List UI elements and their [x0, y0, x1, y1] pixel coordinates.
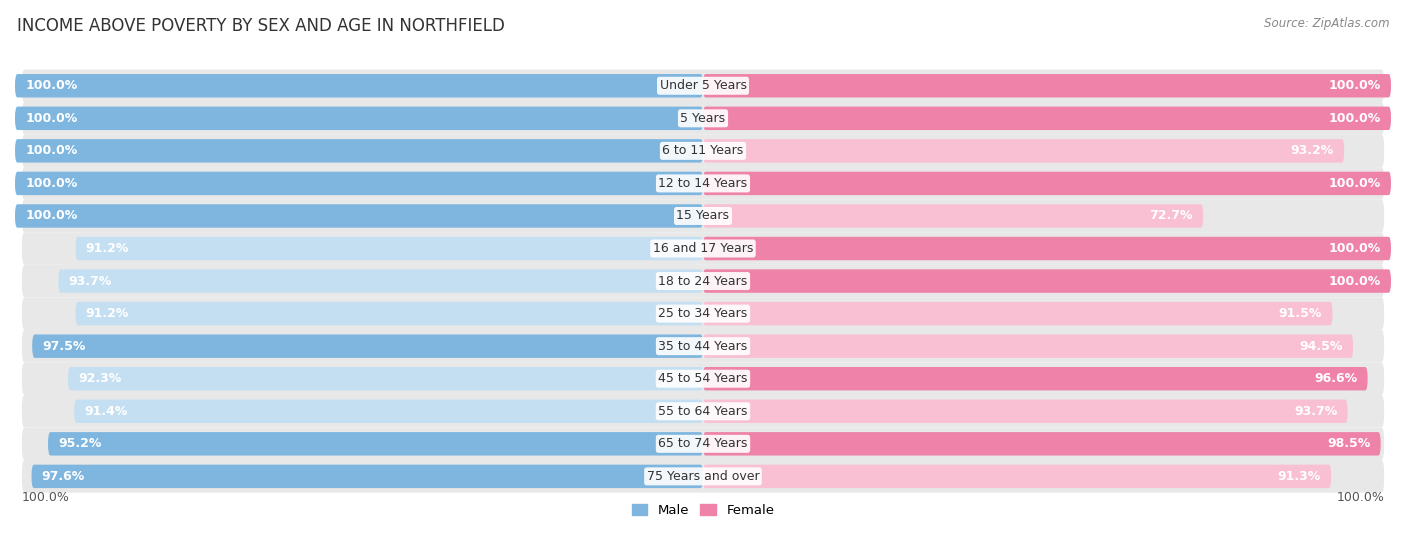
- FancyBboxPatch shape: [15, 204, 703, 228]
- FancyBboxPatch shape: [703, 465, 1331, 488]
- Text: 18 to 24 Years: 18 to 24 Years: [658, 274, 748, 287]
- Text: 100.0%: 100.0%: [1329, 177, 1381, 190]
- Text: INCOME ABOVE POVERTY BY SEX AND AGE IN NORTHFIELD: INCOME ABOVE POVERTY BY SEX AND AGE IN N…: [17, 17, 505, 35]
- Text: 91.5%: 91.5%: [1279, 307, 1322, 320]
- Text: 93.7%: 93.7%: [69, 274, 112, 287]
- FancyBboxPatch shape: [58, 269, 703, 293]
- FancyBboxPatch shape: [22, 167, 1384, 200]
- Text: 100.0%: 100.0%: [1329, 112, 1381, 125]
- FancyBboxPatch shape: [76, 302, 703, 325]
- FancyBboxPatch shape: [703, 237, 1391, 260]
- Text: 91.2%: 91.2%: [86, 242, 129, 255]
- Text: 94.5%: 94.5%: [1299, 340, 1343, 353]
- FancyBboxPatch shape: [22, 330, 1384, 362]
- FancyBboxPatch shape: [75, 400, 703, 423]
- Text: 92.3%: 92.3%: [79, 372, 121, 385]
- FancyBboxPatch shape: [703, 139, 1344, 163]
- FancyBboxPatch shape: [703, 334, 1353, 358]
- FancyBboxPatch shape: [703, 367, 1368, 390]
- FancyBboxPatch shape: [67, 367, 703, 390]
- Text: 97.5%: 97.5%: [42, 340, 86, 353]
- FancyBboxPatch shape: [22, 200, 1384, 232]
- Text: 93.7%: 93.7%: [1294, 405, 1337, 418]
- FancyBboxPatch shape: [703, 432, 1381, 456]
- Text: 55 to 64 Years: 55 to 64 Years: [658, 405, 748, 418]
- Text: 15 Years: 15 Years: [676, 210, 730, 222]
- Text: 98.5%: 98.5%: [1327, 437, 1371, 451]
- Text: 100.0%: 100.0%: [22, 491, 70, 504]
- FancyBboxPatch shape: [703, 302, 1333, 325]
- Text: 100.0%: 100.0%: [1329, 242, 1381, 255]
- FancyBboxPatch shape: [22, 362, 1384, 395]
- FancyBboxPatch shape: [703, 269, 1391, 293]
- Text: 91.4%: 91.4%: [84, 405, 128, 418]
- Text: 65 to 74 Years: 65 to 74 Years: [658, 437, 748, 451]
- FancyBboxPatch shape: [15, 107, 703, 130]
- Text: Under 5 Years: Under 5 Years: [659, 79, 747, 92]
- FancyBboxPatch shape: [22, 232, 1384, 265]
- Text: 100.0%: 100.0%: [25, 210, 77, 222]
- Text: 100.0%: 100.0%: [25, 79, 77, 92]
- Text: 72.7%: 72.7%: [1149, 210, 1192, 222]
- Text: 96.6%: 96.6%: [1315, 372, 1357, 385]
- Text: 5 Years: 5 Years: [681, 112, 725, 125]
- Text: 45 to 54 Years: 45 to 54 Years: [658, 372, 748, 385]
- Text: 16 and 17 Years: 16 and 17 Years: [652, 242, 754, 255]
- FancyBboxPatch shape: [22, 297, 1384, 330]
- Text: 95.2%: 95.2%: [58, 437, 101, 451]
- FancyBboxPatch shape: [703, 400, 1348, 423]
- FancyBboxPatch shape: [22, 69, 1384, 102]
- Text: 91.2%: 91.2%: [86, 307, 129, 320]
- FancyBboxPatch shape: [31, 465, 703, 488]
- Text: Source: ZipAtlas.com: Source: ZipAtlas.com: [1264, 17, 1389, 30]
- FancyBboxPatch shape: [22, 460, 1384, 492]
- FancyBboxPatch shape: [703, 172, 1391, 195]
- Text: 25 to 34 Years: 25 to 34 Years: [658, 307, 748, 320]
- Text: 6 to 11 Years: 6 to 11 Years: [662, 144, 744, 158]
- Text: 93.2%: 93.2%: [1291, 144, 1334, 158]
- Legend: Male, Female: Male, Female: [626, 499, 780, 522]
- FancyBboxPatch shape: [15, 74, 703, 97]
- FancyBboxPatch shape: [15, 172, 703, 195]
- FancyBboxPatch shape: [22, 428, 1384, 460]
- Text: 100.0%: 100.0%: [1329, 274, 1381, 287]
- Text: 75 Years and over: 75 Years and over: [647, 470, 759, 483]
- FancyBboxPatch shape: [48, 432, 703, 456]
- FancyBboxPatch shape: [703, 107, 1391, 130]
- Text: 100.0%: 100.0%: [1336, 491, 1384, 504]
- Text: 97.6%: 97.6%: [42, 470, 86, 483]
- FancyBboxPatch shape: [703, 74, 1391, 97]
- Text: 100.0%: 100.0%: [25, 144, 77, 158]
- FancyBboxPatch shape: [32, 334, 703, 358]
- Text: 100.0%: 100.0%: [25, 112, 77, 125]
- Text: 100.0%: 100.0%: [25, 177, 77, 190]
- FancyBboxPatch shape: [22, 135, 1384, 167]
- FancyBboxPatch shape: [15, 139, 703, 163]
- FancyBboxPatch shape: [22, 265, 1384, 297]
- FancyBboxPatch shape: [22, 395, 1384, 428]
- Text: 12 to 14 Years: 12 to 14 Years: [658, 177, 748, 190]
- FancyBboxPatch shape: [76, 237, 703, 260]
- FancyBboxPatch shape: [22, 102, 1384, 135]
- Text: 35 to 44 Years: 35 to 44 Years: [658, 340, 748, 353]
- Text: 100.0%: 100.0%: [1329, 79, 1381, 92]
- Text: 91.3%: 91.3%: [1278, 470, 1320, 483]
- FancyBboxPatch shape: [703, 204, 1204, 228]
